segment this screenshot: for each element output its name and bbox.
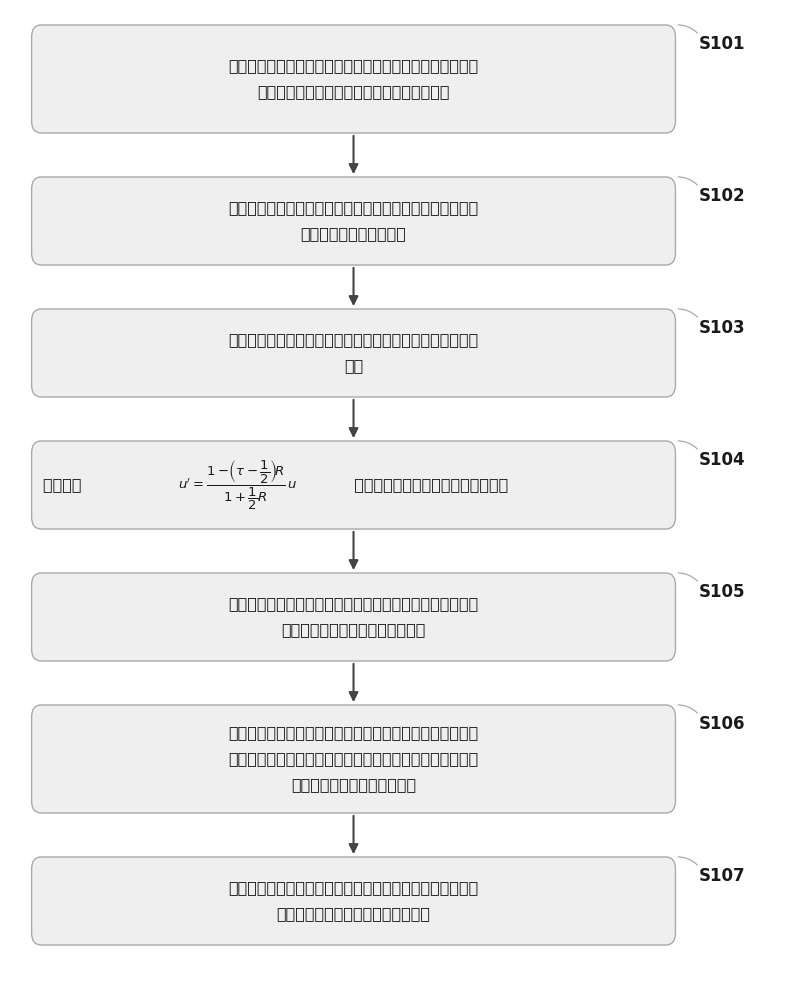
FancyBboxPatch shape — [32, 441, 675, 529]
FancyBboxPatch shape — [32, 857, 675, 945]
Text: S102: S102 — [699, 187, 746, 205]
Text: 所述碳酸盐地层的基质渗透率: 所述碳酸盐地层的基质渗透率 — [291, 778, 416, 792]
Text: S106: S106 — [699, 715, 746, 733]
FancyBboxPatch shape — [32, 25, 675, 133]
Text: 根据地震资料和测井数据，获取碳酸盐地层的地层参数和所: 根据地震资料和测井数据，获取碳酸盐地层的地层参数和所 — [228, 58, 479, 74]
Text: 确定所述碳酸盐地层的第二流体速度: 确定所述碳酸盐地层的第二流体速度 — [344, 478, 508, 493]
Text: 根据所述第一流体速度和所述第二流体速度，确定所述碳酸: 根据所述第一流体速度和所述第二流体速度，确定所述碳酸 — [228, 596, 479, 612]
Text: 盐地层流体的密度和温度: 盐地层流体的密度和温度 — [300, 227, 407, 242]
Text: S101: S101 — [699, 35, 746, 53]
Text: 洞分布对碳酸盐储层渗透性的影响值: 洞分布对碳酸盐储层渗透性的影响值 — [276, 907, 431, 922]
Text: $u'=\dfrac{1-\!\left(\tau-\dfrac{1}{2}\right)\!R}{1+\dfrac{1}{2}R}\,u$: $u'=\dfrac{1-\!\left(\tau-\dfrac{1}{2}\r… — [178, 458, 297, 512]
FancyBboxPatch shape — [32, 573, 675, 661]
Text: S103: S103 — [699, 319, 746, 337]
Text: 根据所述碳酸盐地层的流体样本和测井数据，获取所述碳酸: 根据所述碳酸盐地层的流体样本和测井数据，获取所述碳酸 — [228, 201, 479, 216]
Text: 利用格子玻尔兹曼统一模型根据所述第一流体速度、所述平: 利用格子玻尔兹曼统一模型根据所述第一流体速度、所述平 — [228, 726, 479, 740]
Text: S107: S107 — [699, 867, 746, 885]
Text: 根据公式: 根据公式 — [43, 478, 92, 493]
FancyBboxPatch shape — [32, 177, 675, 265]
Text: 盐地层水平方向上的平均流体速度: 盐地层水平方向上的平均流体速度 — [281, 622, 426, 638]
Text: 均流体速度、所述碳酸盐地层的入口和出口间的压差，确定: 均流体速度、所述碳酸盐地层的入口和出口间的压差，确定 — [228, 752, 479, 766]
Text: 述碳酸盐地层的裂缝分布参数和溶洞分布参数: 述碳酸盐地层的裂缝分布参数和溶洞分布参数 — [258, 85, 450, 100]
FancyBboxPatch shape — [32, 705, 675, 813]
FancyBboxPatch shape — [32, 309, 675, 397]
Text: 度。: 度。 — [344, 359, 363, 373]
Text: S104: S104 — [699, 451, 746, 469]
Text: S105: S105 — [699, 583, 746, 601]
Text: 将所述基质渗透率与所述固有渗透率间的比值确定为裂缝溶: 将所述基质渗透率与所述固有渗透率间的比值确定为裂缝溶 — [228, 881, 479, 896]
Text: 根据平衡状态分布函数，确定所述碳酸盐地层的第一流体速: 根据平衡状态分布函数，确定所述碳酸盐地层的第一流体速 — [228, 332, 479, 348]
